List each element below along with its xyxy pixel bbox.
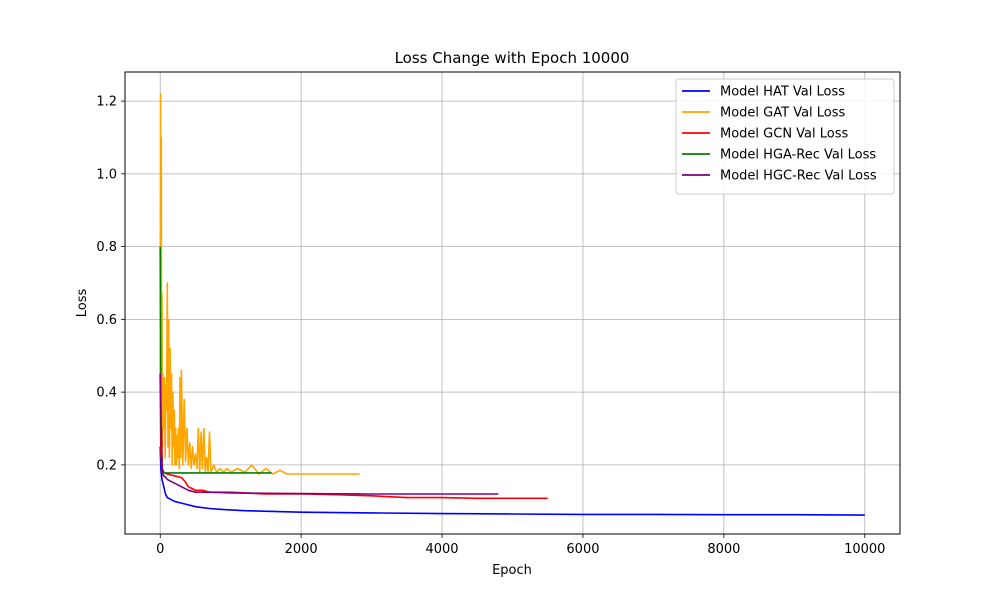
y-axis-label: Loss xyxy=(75,289,90,318)
x-tick-label: 0 xyxy=(156,542,164,557)
legend-entry: Model GAT Val Loss xyxy=(720,106,846,121)
x-axis-label: Epoch xyxy=(492,563,532,578)
y-tick-label: 1.2 xyxy=(96,95,117,110)
y-tick-label: 0.4 xyxy=(96,386,117,401)
x-tick-label: 2000 xyxy=(285,542,318,557)
y-tick-label: 1.0 xyxy=(96,167,117,182)
x-tick-label: 4000 xyxy=(425,542,458,557)
legend-box xyxy=(675,78,895,195)
y-tick-label: 0.6 xyxy=(96,313,117,328)
series-line-5 xyxy=(159,373,499,495)
y-tick-label: 0.8 xyxy=(96,240,117,255)
plot-frame xyxy=(124,71,901,535)
legend-entry: Model HAT Val Loss xyxy=(720,85,845,100)
x-tick-label: 6000 xyxy=(566,542,599,557)
legend-entry: Model GCN Val Loss xyxy=(720,127,849,142)
series-line-2 xyxy=(159,93,360,475)
x-axis-ticks: 0 2000 4000 6000 8000 10000 xyxy=(156,534,885,557)
legend-entry: Model HGA-Rec Val Loss xyxy=(720,148,876,163)
y-axis-ticks: 0.2 0.4 0.6 0.8 1.0 1.2 xyxy=(96,95,125,473)
x-tick-label: 8000 xyxy=(707,542,740,557)
legend-entry: Model HGC-Rec Val Loss xyxy=(720,169,877,184)
series-lines xyxy=(159,93,865,516)
y-tick-label: 0.2 xyxy=(96,458,117,473)
chart-title: Loss Change with Epoch 10000 xyxy=(395,49,630,67)
series-line-1 xyxy=(159,446,865,516)
x-tick-label: 10000 xyxy=(844,542,885,557)
legend: Model HAT Val Loss Model GAT Val Loss Mode… xyxy=(675,78,895,195)
